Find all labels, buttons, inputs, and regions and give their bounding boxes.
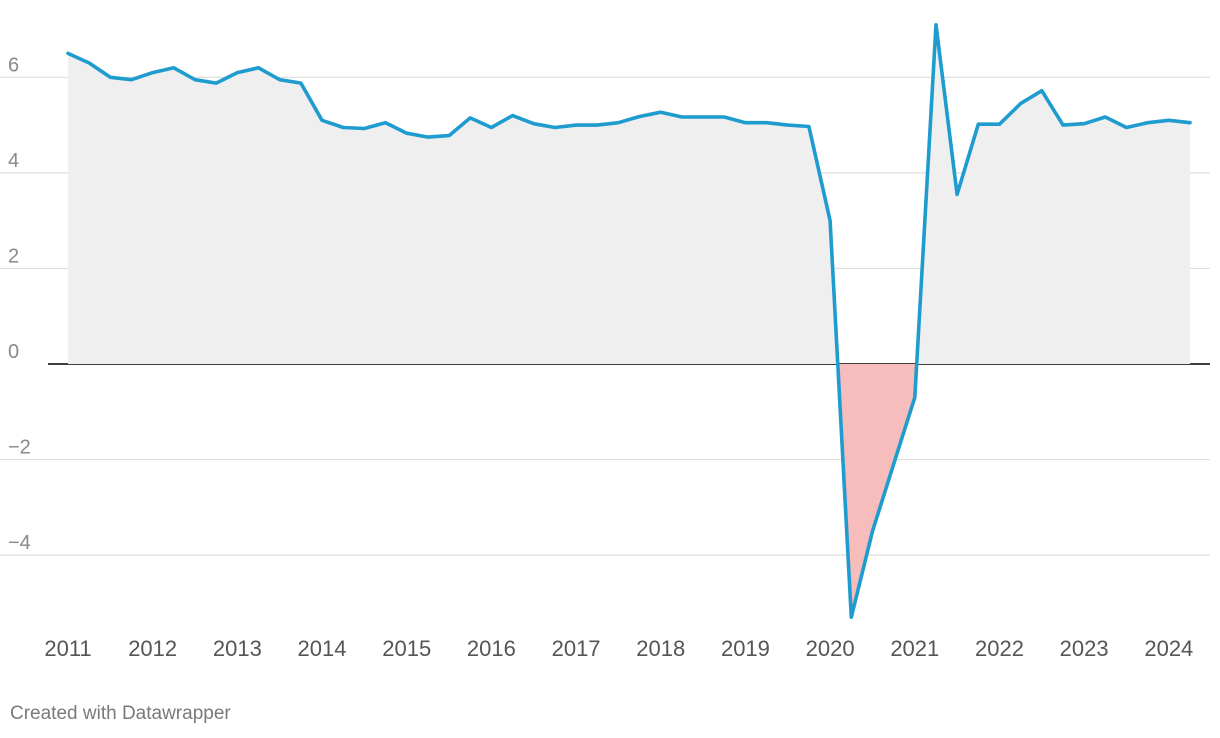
x-tick-label: 2014 bbox=[298, 636, 347, 661]
x-tick-label: 2024 bbox=[1144, 636, 1193, 661]
x-axis: 2011 2012 2013 2014 2015 2016 2017 2018 2019 2020… bbox=[44, 636, 1193, 661]
x-tick-label: 2021 bbox=[890, 636, 939, 661]
y-axis: 6 4 2 0 −2 −4 bbox=[8, 54, 31, 554]
x-tick-label: 2016 bbox=[467, 636, 516, 661]
series-line bbox=[66, 23, 1192, 619]
x-tick-label: 2013 bbox=[213, 636, 262, 661]
area-fill bbox=[68, 24, 1190, 618]
positive-area bbox=[68, 24, 1190, 364]
x-tick-label: 2018 bbox=[636, 636, 685, 661]
y-tick-label: 0 bbox=[8, 341, 19, 363]
x-tick-label: 2023 bbox=[1060, 636, 1109, 661]
x-tick-label: 2019 bbox=[721, 636, 770, 661]
series-line-group bbox=[66, 23, 1192, 619]
y-tick-label: 6 bbox=[8, 54, 19, 76]
y-tick-label: 4 bbox=[8, 150, 19, 172]
y-tick-label: −2 bbox=[8, 437, 31, 459]
y-tick-label: −4 bbox=[8, 532, 31, 554]
x-tick-label: 2012 bbox=[128, 636, 177, 661]
credit-text: Created with Datawrapper bbox=[10, 703, 231, 724]
x-tick-label: 2015 bbox=[382, 636, 431, 661]
x-tick-label: 2022 bbox=[975, 636, 1024, 661]
x-tick-label: 2017 bbox=[552, 636, 601, 661]
y-tick-label: 2 bbox=[8, 245, 19, 267]
x-tick-label: 2011 bbox=[44, 636, 91, 661]
x-tick-label: 2020 bbox=[806, 636, 855, 661]
